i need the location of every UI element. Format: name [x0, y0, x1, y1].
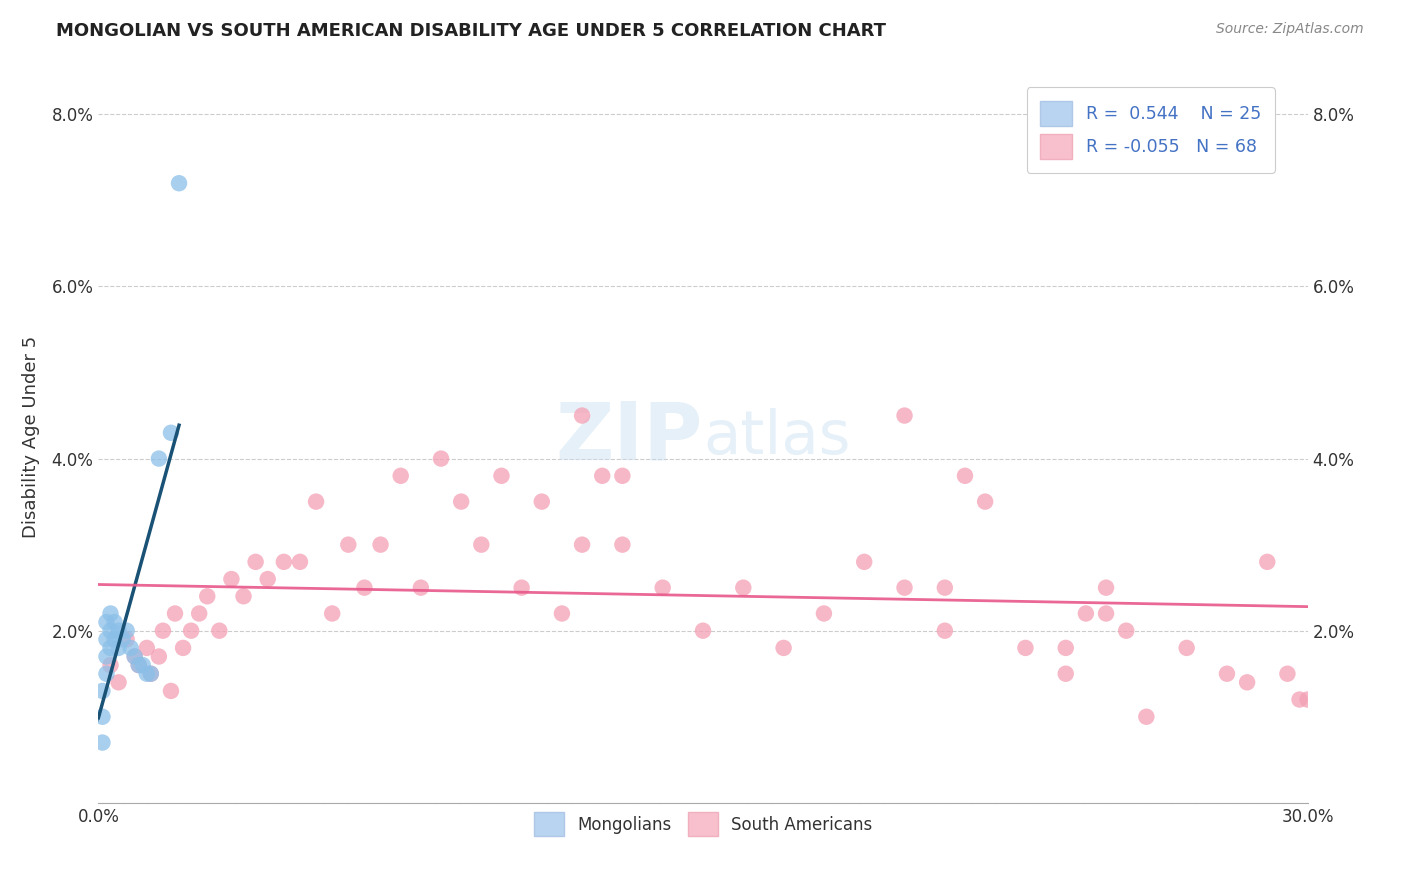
- Point: [167, 176, 190, 190]
- Point: [115, 624, 138, 638]
- Point: [172, 640, 194, 655]
- Point: [124, 649, 146, 664]
- Point: [974, 494, 997, 508]
- Point: [111, 632, 134, 647]
- Point: [813, 607, 835, 621]
- Point: [389, 468, 412, 483]
- Point: [1296, 692, 1319, 706]
- Point: [353, 581, 375, 595]
- Point: [96, 615, 118, 629]
- Point: [1288, 692, 1310, 706]
- Point: [148, 649, 170, 664]
- Point: [100, 658, 122, 673]
- Point: [692, 624, 714, 638]
- Point: [853, 555, 876, 569]
- Point: [221, 572, 243, 586]
- Point: [1256, 555, 1278, 569]
- Point: [100, 624, 122, 638]
- Point: [208, 624, 231, 638]
- Point: [893, 409, 915, 423]
- Point: [430, 451, 453, 466]
- Point: [96, 666, 118, 681]
- Point: [132, 658, 155, 673]
- Text: MONGOLIAN VS SOUTH AMERICAN DISABILITY AGE UNDER 5 CORRELATION CHART: MONGOLIAN VS SOUTH AMERICAN DISABILITY A…: [56, 22, 886, 40]
- Point: [409, 581, 432, 595]
- Point: [120, 640, 142, 655]
- Point: [305, 494, 328, 508]
- Point: [571, 409, 593, 423]
- Text: Source: ZipAtlas.com: Source: ZipAtlas.com: [1216, 22, 1364, 37]
- Point: [148, 451, 170, 466]
- Point: [107, 624, 129, 638]
- Point: [103, 632, 125, 647]
- Point: [232, 589, 254, 603]
- Point: [612, 468, 634, 483]
- Point: [160, 684, 183, 698]
- Point: [772, 640, 794, 655]
- Point: [91, 684, 114, 698]
- Point: [934, 624, 956, 638]
- Point: [195, 589, 218, 603]
- Point: [273, 555, 295, 569]
- Point: [135, 640, 157, 655]
- Point: [953, 468, 976, 483]
- Point: [1095, 607, 1118, 621]
- Legend: Mongolians, South Americans: Mongolians, South Americans: [520, 799, 886, 849]
- Point: [1216, 666, 1239, 681]
- Point: [91, 735, 114, 749]
- Point: [96, 649, 118, 664]
- Point: [96, 632, 118, 647]
- Point: [470, 538, 492, 552]
- Point: [1095, 581, 1118, 595]
- Point: [256, 572, 278, 586]
- Point: [128, 658, 150, 673]
- Point: [893, 581, 915, 595]
- Point: [139, 666, 162, 681]
- Point: [551, 607, 574, 621]
- Point: [1054, 640, 1077, 655]
- Point: [934, 581, 956, 595]
- Point: [180, 624, 202, 638]
- Point: [245, 555, 267, 569]
- Point: [491, 468, 513, 483]
- Point: [107, 640, 129, 655]
- Point: [160, 425, 183, 440]
- Point: [100, 640, 122, 655]
- Point: [450, 494, 472, 508]
- Point: [139, 666, 162, 681]
- Point: [1074, 607, 1097, 621]
- Point: [1014, 640, 1036, 655]
- Point: [128, 658, 150, 673]
- Y-axis label: Disability Age Under 5: Disability Age Under 5: [22, 336, 41, 538]
- Point: [733, 581, 755, 595]
- Point: [1135, 710, 1157, 724]
- Point: [1115, 624, 1137, 638]
- Point: [100, 607, 122, 621]
- Text: ZIP: ZIP: [555, 398, 703, 476]
- Point: [651, 581, 673, 595]
- Point: [571, 538, 593, 552]
- Point: [370, 538, 392, 552]
- Point: [103, 615, 125, 629]
- Point: [1236, 675, 1258, 690]
- Point: [1277, 666, 1299, 681]
- Point: [321, 607, 343, 621]
- Point: [135, 666, 157, 681]
- Point: [288, 555, 311, 569]
- Point: [510, 581, 533, 595]
- Point: [1175, 640, 1198, 655]
- Point: [1054, 666, 1077, 681]
- Text: atlas: atlas: [703, 408, 851, 467]
- Point: [163, 607, 186, 621]
- Point: [337, 538, 360, 552]
- Point: [612, 538, 634, 552]
- Point: [530, 494, 553, 508]
- Point: [124, 649, 146, 664]
- Point: [591, 468, 613, 483]
- Point: [115, 632, 138, 647]
- Point: [91, 710, 114, 724]
- Point: [107, 675, 129, 690]
- Point: [188, 607, 211, 621]
- Point: [152, 624, 174, 638]
